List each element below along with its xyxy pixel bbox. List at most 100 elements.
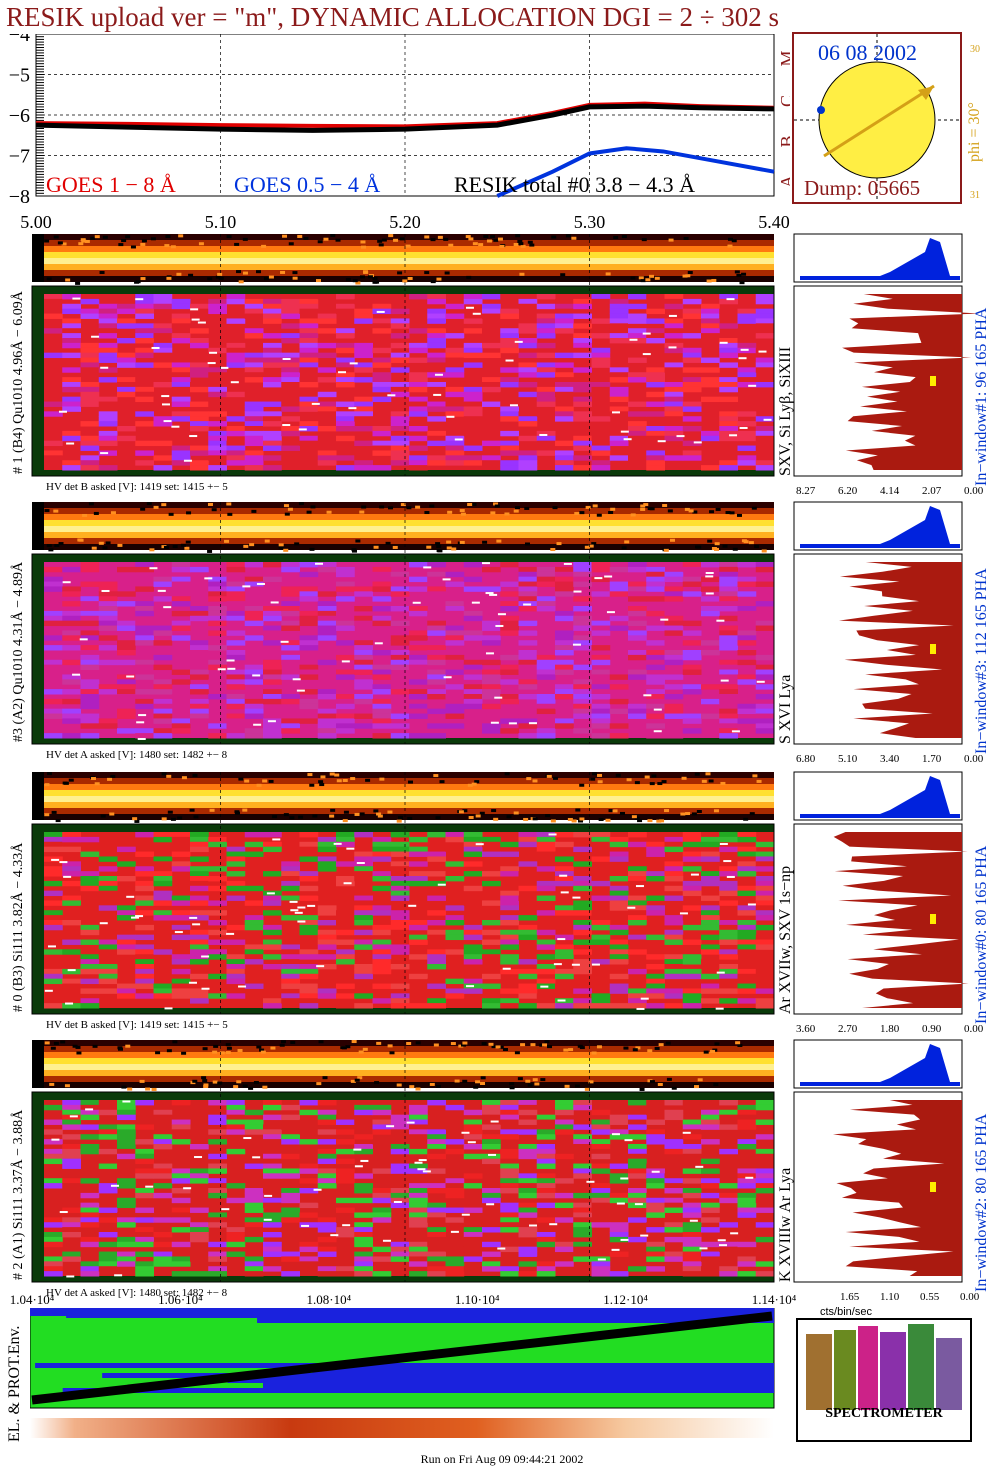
profile-marker (930, 376, 936, 386)
bottom-tick-label: 1.06·10⁴ (158, 1292, 203, 1307)
pha-tick-label: 3.40 (880, 753, 900, 765)
series-line-1 (496, 146, 775, 198)
spectral-profile (793, 1091, 963, 1283)
panel-left-label: # 2 (A1) Si111 3.37Å − 3.88Å (10, 1109, 26, 1280)
goes-class-label: C (777, 95, 790, 107)
x-tick-label: 5.00 (20, 212, 52, 232)
logo-graphic (806, 1324, 962, 1410)
panel-line-label: S XVI Lya (777, 675, 794, 744)
pha-tick-label: 8.27 (796, 485, 816, 497)
pha-tick-label: 3.60 (796, 1023, 816, 1035)
environment-bands (30, 1308, 775, 1393)
logo-text: SPECTROMETER (825, 1406, 943, 1421)
lightcurve-series (35, 101, 775, 198)
window-label: In−window#2: 80 165 PHA (973, 1113, 990, 1292)
pha-tick-label: 4.14 (880, 485, 900, 497)
spectrum-panel-2: HV det B asked [V]: 1419 set: 1415 +− 5 #… (10, 771, 990, 1035)
x-tick-label: 5.10 (205, 212, 237, 232)
spectrum-image (31, 772, 775, 1015)
pha-tick-label: 5.10 (838, 753, 858, 765)
legend-entry-0: GOES 1 − 8 Å (46, 172, 176, 197)
pha-axis-label: cts/bin/sec (820, 1306, 872, 1318)
spectrum-panel-1: HV det A asked [V]: 1480 set: 1482 +− 8 #… (10, 501, 990, 765)
bottom-axis-svg: 1.04·10⁴ 1.06·10⁴ 1.08·10⁴ 1.10·10⁴ 1.12·10⁴… (10, 1292, 797, 1307)
hv-readout: HV det A asked [V]: 1480 set: 1482 +− 8 (46, 1287, 228, 1299)
panel-line-label: Ar XVIIw, SXV 1s−np (777, 866, 794, 1014)
x-tick-label: 5.40 (758, 212, 790, 232)
environment-plot (30, 1308, 775, 1438)
pha-tick-label: 0.90 (922, 1023, 942, 1035)
pha-tick-label: 2.07 (922, 485, 942, 497)
profile-marker (930, 914, 936, 924)
goes-class-label: A (777, 175, 790, 188)
pha-tick-label: 6.80 (796, 753, 816, 765)
pha-histogram (793, 233, 963, 283)
pha-tick-label: 0.55 (920, 1291, 940, 1303)
heat-strip (32, 502, 774, 553)
spectral-profile (793, 823, 969, 1015)
phi-label: phi = 30° (966, 102, 983, 162)
panel-line-label: K XVIIIw Ar Lya (777, 1168, 794, 1282)
phi-arrow (823, 84, 935, 158)
panel-left-label: #3 (A2) Qu1010 4.31Å − 4.89Å (10, 561, 26, 742)
hv-readout: HV det A asked [V]: 1480 set: 1482 +− 8 (46, 749, 228, 761)
pha-tick-label: 0.00 (964, 1023, 984, 1035)
environment-label: EL. & PROT.Env. (6, 1325, 23, 1442)
pha-tick-label: 1.65 (840, 1291, 860, 1303)
run-timestamp: Run on Fri Aug 09 09:44:21 2002 (420, 1452, 584, 1466)
sun-diagram (794, 34, 960, 202)
spectrum-image (31, 1040, 775, 1283)
hv-readout: HV det B asked [V]: 1419 set: 1415 +− 5 (46, 1019, 228, 1031)
goes-class-label: M (777, 50, 790, 66)
phi-bottom-label: 31 (970, 190, 980, 201)
pha-tick-label: 1.80 (880, 1023, 900, 1035)
legend-entry-2: RESIK total #0 3.8 − 4.3 Å (454, 172, 695, 197)
window-label: In−window#3: 112 165 PHA (973, 568, 990, 754)
pha-tick-label: 6.20 (838, 485, 858, 497)
x-tick-label: 5.30 (574, 212, 606, 232)
profile-marker (930, 1182, 936, 1192)
hv-readout: HV det B asked [V]: 1419 set: 1415 +− 5 (46, 481, 228, 493)
bottom-tick-label: 1.12·10⁴ (603, 1292, 648, 1307)
pha-tick-label: 0.00 (964, 485, 984, 497)
spectrum-panel-3: HV det A asked [V]: 1480 set: 1482 +− 8 #… (10, 1039, 990, 1303)
window-label: In−window#0: 80 165 PHA (973, 845, 990, 1024)
phi-top-label: 30 (970, 44, 980, 55)
y-tick-label: −4 (9, 34, 30, 46)
spectral-profile (793, 553, 963, 745)
y-tick-label: −5 (9, 65, 30, 87)
pha-tick-label: 0.00 (960, 1291, 980, 1303)
y-tick-label: −8 (9, 186, 30, 208)
flare-position-marker (817, 106, 825, 114)
panel-line-label: SXV, Si Lyβ, SiXIII (777, 347, 794, 476)
panel-left-label: # 1 (B4) Qu1010 4.96Å − 6.09Å (10, 290, 26, 474)
pha-tick-label: 0.00 (964, 753, 984, 765)
spectrum-image (31, 234, 775, 477)
lightcurve-grid (36, 34, 774, 196)
goes-class-label: B (777, 135, 790, 147)
sun-date: 06 08 2002 (818, 40, 917, 65)
legend-entry-1: GOES 0.5 − 4 Å (234, 172, 380, 197)
bottom-tick-label: 1.04·10⁴ (10, 1292, 55, 1307)
heat-strip (32, 234, 774, 285)
y-tick-label: −6 (9, 105, 30, 127)
pha-histogram (793, 501, 963, 551)
bottom-tick-label: 1.14·10⁴ (752, 1292, 797, 1307)
sun-disk (818, 61, 936, 179)
pha-tick-label: 1.70 (922, 753, 942, 765)
bottom-tick-label: 1.10·10⁴ (455, 1292, 500, 1307)
environment-trend-line (31, 1311, 773, 1405)
panel-left-label: # 0 (B3) Si111 3.82Å − 4.33Å (10, 842, 26, 1012)
resik-logo: SPECTROMETER (796, 1318, 972, 1442)
series-line-2 (35, 103, 775, 133)
lightcurve-legend: GOES 1 − 8 Å GOES 0.5 − 4 Å RESIK total #0… (46, 172, 695, 197)
heat-strip (32, 772, 774, 823)
lightcurve-x-ticks: 5.005.105.205.305.40<< hour UT (20, 212, 790, 232)
environment-intensity-bar (30, 1418, 774, 1438)
dump-label: Dump: 05665 (804, 176, 921, 200)
sun-panel: 06 08 2002 Dump: 05665 (792, 32, 962, 204)
page-title: RESIK upload ver = "m", DYNAMIC ALLOCATI… (6, 2, 780, 32)
pha-tick-label: 1.10 (880, 1291, 900, 1303)
y-tick-label: −7 (9, 146, 30, 168)
